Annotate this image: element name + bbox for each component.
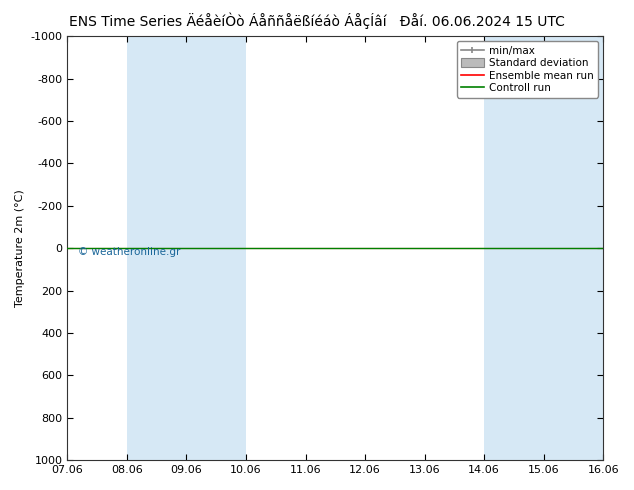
Text: © weatheronline.gr: © weatheronline.gr: [78, 247, 181, 257]
Bar: [544, 36, 603, 460]
Bar: [186, 36, 246, 460]
Text: ENS Time Series ÄéåèíÒò Áåññåëßíéáò ÁåçÍâí   Đåí. 06.06.2024 15 UTC: ENS Time Series ÄéåèíÒò Áåññåëßíéáò ÁåçÍ…: [69, 12, 565, 29]
Bar: [603, 36, 633, 460]
Bar: [484, 36, 544, 460]
Legend: min/max, Standard deviation, Ensemble mean run, Controll run: min/max, Standard deviation, Ensemble me…: [456, 41, 598, 98]
Bar: [127, 36, 186, 460]
Y-axis label: Temperature 2m (°C): Temperature 2m (°C): [15, 189, 25, 307]
